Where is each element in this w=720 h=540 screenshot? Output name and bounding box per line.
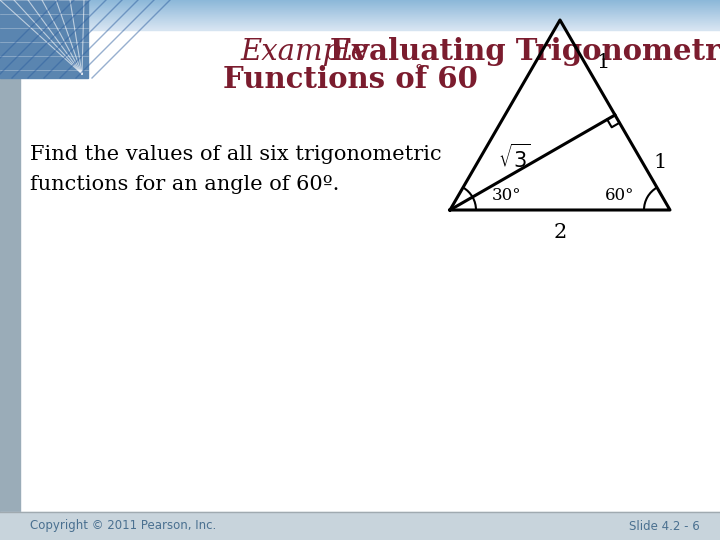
Bar xyxy=(0,18,720,19)
Bar xyxy=(0,10,720,11)
Bar xyxy=(0,20,720,21)
Bar xyxy=(0,23,720,24)
Bar xyxy=(0,5,720,6)
Text: Example: Example xyxy=(240,38,377,66)
Bar xyxy=(0,7,720,8)
Text: Find the values of all six trigonometric
functions for an angle of 60º.: Find the values of all six trigonometric… xyxy=(30,145,441,193)
Bar xyxy=(0,11,720,12)
Bar xyxy=(0,24,720,25)
Text: 60°: 60° xyxy=(606,187,635,205)
Bar xyxy=(0,28,720,29)
Text: 1: 1 xyxy=(597,53,610,72)
Text: Copyright © 2011 Pearson, Inc.: Copyright © 2011 Pearson, Inc. xyxy=(30,519,216,532)
Bar xyxy=(0,22,720,23)
Bar xyxy=(0,9,720,10)
Text: $\sqrt{3}$: $\sqrt{3}$ xyxy=(498,143,531,172)
Bar xyxy=(0,15,720,16)
Bar xyxy=(0,1,720,2)
Text: Slide 4.2 - 6: Slide 4.2 - 6 xyxy=(629,519,700,532)
Bar xyxy=(0,0,720,1)
Bar xyxy=(0,25,720,26)
Text: °: ° xyxy=(415,64,423,80)
Bar xyxy=(0,4,720,5)
Bar xyxy=(0,512,720,540)
Bar xyxy=(0,17,720,18)
Text: Evaluating Trigonometric: Evaluating Trigonometric xyxy=(330,37,720,66)
Bar xyxy=(0,29,720,30)
Text: 30°: 30° xyxy=(492,187,521,205)
Bar xyxy=(0,27,720,28)
Bar xyxy=(0,30,20,540)
Bar xyxy=(0,21,720,22)
Text: 2: 2 xyxy=(554,222,567,241)
Text: Functions of 60: Functions of 60 xyxy=(222,65,477,94)
Bar xyxy=(0,16,720,17)
Bar xyxy=(0,0,88,78)
Bar xyxy=(0,2,720,3)
Bar xyxy=(0,0,20,50)
Bar xyxy=(0,3,720,4)
Bar xyxy=(0,13,720,14)
Bar xyxy=(0,14,720,15)
Bar xyxy=(0,8,720,9)
Bar xyxy=(0,26,720,27)
Text: 1: 1 xyxy=(654,153,667,172)
Bar xyxy=(0,6,720,7)
Bar xyxy=(0,19,720,20)
Bar xyxy=(0,12,720,13)
